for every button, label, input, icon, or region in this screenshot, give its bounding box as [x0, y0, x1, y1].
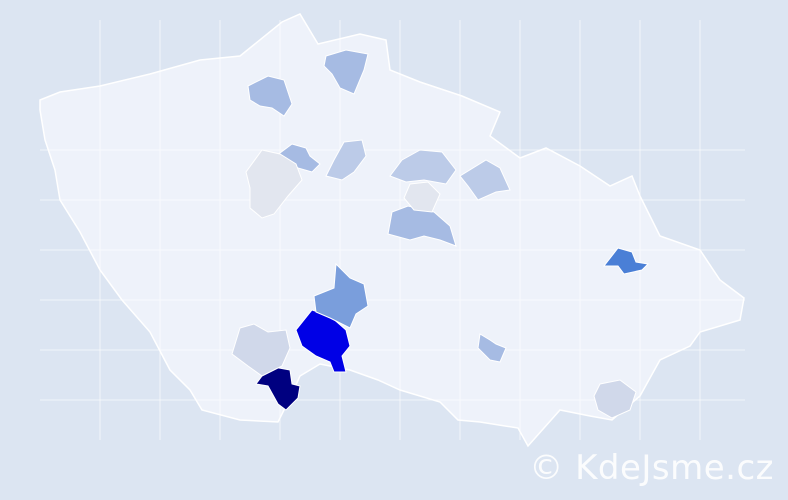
district-lowest[interactable] [245, 149, 303, 219]
district-medium[interactable] [477, 333, 507, 363]
district-medium-low[interactable] [459, 159, 511, 201]
district-lowest[interactable] [403, 181, 441, 213]
district-very-high[interactable] [295, 309, 351, 373]
highlighted-districts [231, 49, 650, 419]
district-medium[interactable] [323, 49, 369, 95]
district-low[interactable] [593, 379, 637, 419]
district-medium-low[interactable] [325, 139, 367, 181]
district-medium-low[interactable] [389, 149, 457, 185]
watermark: © KdeJsme.cz [529, 448, 774, 488]
district-low[interactable] [231, 323, 291, 377]
district-high[interactable] [602, 247, 650, 275]
district-medium[interactable] [247, 75, 293, 117]
district-highest[interactable] [255, 365, 301, 411]
district-medium-high[interactable] [313, 262, 369, 329]
